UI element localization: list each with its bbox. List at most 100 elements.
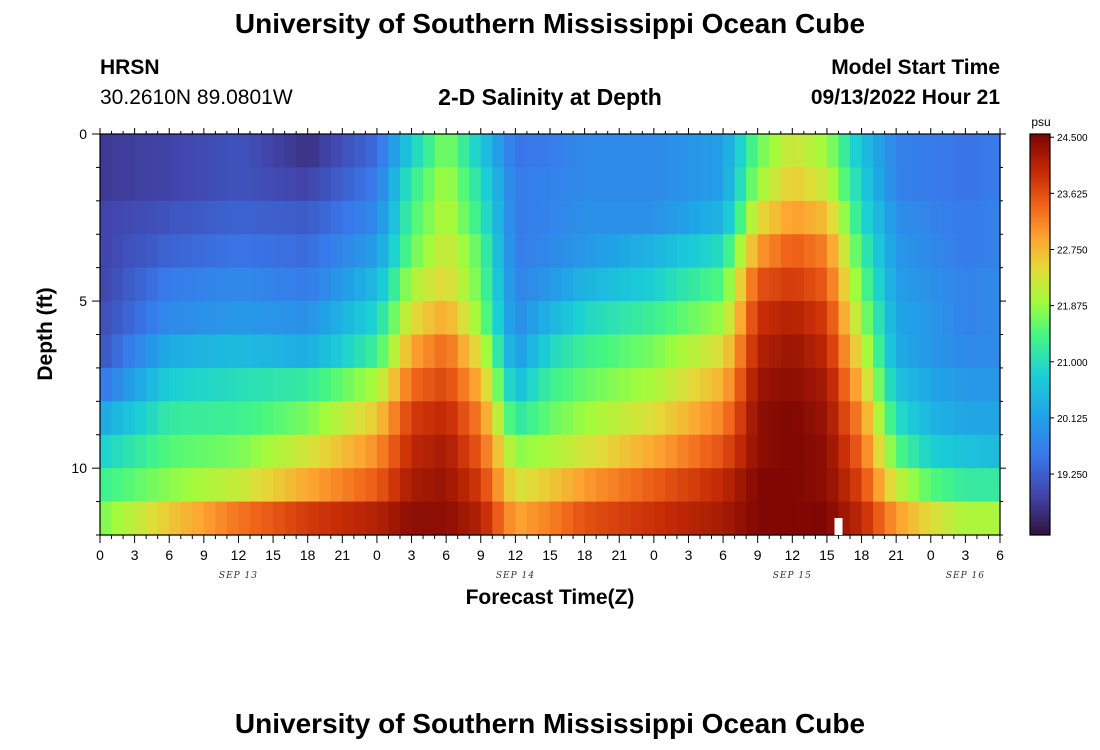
- heatmap-cell: [942, 167, 955, 202]
- heatmap-cell: [653, 267, 666, 302]
- heatmap-cell: [319, 501, 332, 536]
- heatmap-cell: [919, 234, 932, 269]
- heatmap-cell: [919, 167, 932, 202]
- heatmap-cell: [319, 234, 332, 269]
- heatmap-cell: [584, 401, 597, 436]
- heatmap-cell: [826, 401, 840, 436]
- heatmap-cell: [953, 401, 966, 436]
- heatmap-cell: [492, 434, 505, 469]
- heatmap-cell: [515, 401, 528, 436]
- heatmap-cell: [273, 167, 286, 202]
- heatmap-cell: [792, 200, 805, 235]
- heatmap-cell: [296, 334, 309, 369]
- heatmap-cell: [365, 367, 378, 402]
- heatmap-cell: [746, 200, 759, 235]
- heatmap-cell: [250, 267, 263, 302]
- heatmap-cell: [226, 401, 240, 436]
- heatmap-cell: [100, 468, 113, 503]
- heatmap-cell: [169, 200, 182, 235]
- heatmap-cell: [642, 434, 655, 469]
- heatmap-cell: [342, 334, 355, 369]
- heatmap-cell: [873, 367, 886, 402]
- heatmap-cell: [769, 134, 782, 169]
- heatmap-cell: [353, 334, 366, 369]
- heatmap-cell: [307, 167, 320, 202]
- heatmap-cell: [573, 167, 586, 202]
- heatmap-cell: [850, 334, 863, 369]
- heatmap-cell: [215, 434, 228, 469]
- heatmap-cell: [711, 501, 724, 536]
- x-tick-label: 3: [131, 547, 139, 563]
- heatmap-cell: [930, 200, 943, 235]
- heatmap-cell: [826, 468, 840, 503]
- heatmap-cell: [192, 134, 205, 169]
- heatmap-cell: [192, 301, 205, 336]
- heatmap-cell: [965, 334, 978, 369]
- heatmap-cell: [446, 267, 459, 302]
- x-tick-label: 3: [961, 547, 969, 563]
- heatmap-cell: [561, 434, 574, 469]
- heatmap-cell: [769, 200, 782, 235]
- x-tick-label: 0: [96, 547, 104, 563]
- heatmap-cell: [642, 301, 655, 336]
- heatmap-cell: [434, 434, 447, 469]
- heatmap-cell: [665, 501, 678, 536]
- heatmap-cell: [319, 200, 332, 235]
- heatmap-cell: [250, 367, 263, 402]
- heatmap-cell: [226, 334, 240, 369]
- heatmap-cell: [215, 501, 228, 536]
- heatmap-cell: [919, 434, 932, 469]
- heatmap-cell: [665, 134, 678, 169]
- heatmap-cell: [480, 334, 493, 369]
- heatmap-cell: [123, 234, 136, 269]
- heatmap-cell: [861, 501, 874, 536]
- heatmap-cell: [376, 301, 390, 336]
- heatmap-cell: [307, 234, 320, 269]
- heatmap-cell: [284, 234, 297, 269]
- heatmap-cell: [353, 401, 366, 436]
- heatmap-cell: [873, 167, 886, 202]
- colorbar-unit: psu: [1031, 115, 1050, 129]
- heatmap-cell: [169, 434, 182, 469]
- heatmap-cell: [919, 301, 932, 336]
- heatmap-cell: [988, 334, 1001, 369]
- heatmap-cell: [653, 200, 666, 235]
- heatmap-cell: [642, 267, 655, 302]
- heatmap-cell: [550, 401, 563, 436]
- heatmap-cell: [688, 434, 701, 469]
- heatmap-cell: [100, 134, 113, 169]
- heatmap-cell: [226, 367, 240, 402]
- heatmap-cell: [665, 367, 678, 402]
- heatmap-cell: [457, 134, 470, 169]
- heatmap-cell: [400, 234, 413, 269]
- heatmap-cell: [711, 234, 724, 269]
- heatmap-cell: [157, 167, 170, 202]
- heatmap-cell: [573, 367, 586, 402]
- heatmap-cell: [180, 367, 193, 402]
- heatmap-cell: [838, 200, 851, 235]
- heatmap-cell: [411, 401, 424, 436]
- heatmap-cell: [769, 501, 782, 536]
- heatmap-cell: [492, 134, 505, 169]
- heatmap-cell: [884, 267, 897, 302]
- heatmap-cell: [376, 134, 390, 169]
- x-tick-label: 6: [165, 547, 173, 563]
- heatmap-cell: [607, 434, 620, 469]
- heatmap-cell: [146, 501, 159, 536]
- y-axis-label: Depth (ft): [34, 287, 57, 380]
- heatmap-cell: [665, 401, 678, 436]
- heatmap-cell: [596, 434, 609, 469]
- heatmap-cell: [353, 167, 366, 202]
- heatmap-cell: [942, 301, 955, 336]
- heatmap-cell: [619, 501, 632, 536]
- heatmap-cell: [919, 468, 932, 503]
- heatmap-cell: [226, 468, 240, 503]
- heatmap-cell: [757, 501, 770, 536]
- heatmap-cell: [734, 468, 747, 503]
- heatmap-cell: [273, 200, 286, 235]
- heatmap-cell: [238, 167, 251, 202]
- heatmap-cell: [400, 401, 413, 436]
- heatmap-cell: [723, 134, 736, 169]
- heatmap-cell: [538, 468, 551, 503]
- heatmap-cell: [503, 501, 516, 536]
